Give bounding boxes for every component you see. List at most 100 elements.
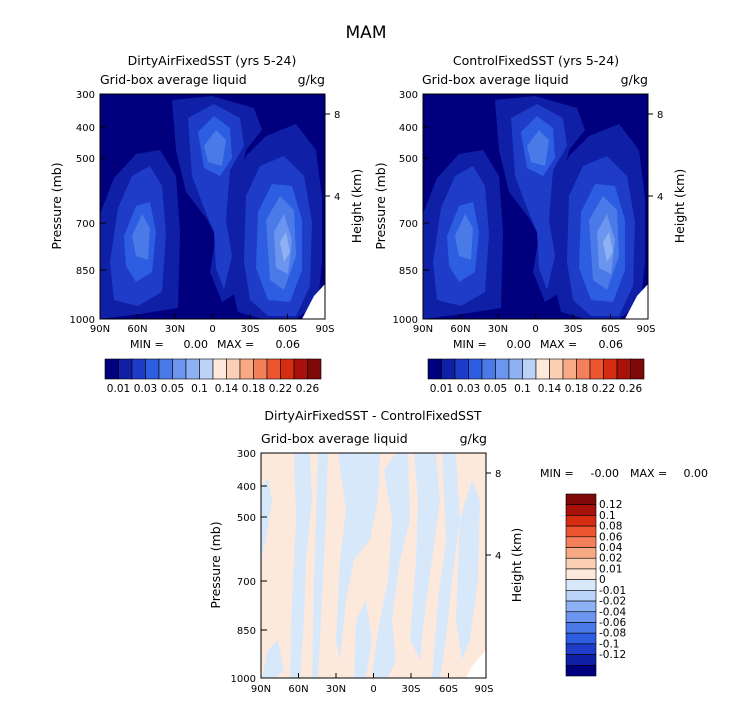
colorbar-swatch bbox=[266, 358, 281, 380]
x-tick-label: 60N bbox=[288, 684, 308, 695]
x-tick-label: 0 bbox=[209, 324, 215, 335]
colorbar-swatch bbox=[468, 358, 483, 380]
panel-variable: Grid-box average liquid bbox=[422, 72, 569, 87]
panel-title: ControlFixedSST (yrs 5-24) bbox=[453, 53, 619, 68]
colorbar-swatch bbox=[616, 358, 631, 380]
panel-units: g/kg bbox=[460, 431, 487, 446]
y-tick-label: 700 bbox=[399, 219, 418, 230]
colorbar-tick-label: -0.01 bbox=[599, 585, 626, 597]
colorbar-swatch bbox=[565, 611, 597, 623]
colorbar-tick-label: 0.12 bbox=[599, 499, 622, 511]
colorbar-tick-label: -0.06 bbox=[599, 617, 626, 629]
y2-axis: 8 4 Height (km) bbox=[648, 110, 687, 243]
colorbar-swatch bbox=[565, 643, 597, 655]
max-value: 0.06 bbox=[276, 338, 301, 351]
min-max-readout: MIN = 0.00 MAX = 0.06 bbox=[453, 338, 623, 351]
colorbar-tick-label: 0.06 bbox=[599, 531, 623, 543]
colorbar-swatch bbox=[293, 358, 308, 380]
colorbar-swatch bbox=[226, 358, 241, 380]
panel-variable: Grid-box average liquid bbox=[261, 431, 408, 446]
y-axis: Pressure (mb) 300 400 500 700 850 1000 bbox=[373, 90, 429, 326]
colorbar-swatch bbox=[535, 358, 550, 380]
colorbar-swatch bbox=[565, 654, 597, 666]
x-tick-label: 30S bbox=[240, 324, 259, 335]
colorbar-tick-label: 0.02 bbox=[599, 553, 622, 565]
colorbar-swatch bbox=[185, 358, 200, 380]
colorbar-tick-label: 0.01 bbox=[599, 563, 622, 575]
x-tick-label: 30N bbox=[326, 684, 346, 695]
x-tick-label: 60S bbox=[278, 324, 297, 335]
y2-tick-label: 8 bbox=[334, 110, 340, 121]
colorbar-swatch bbox=[576, 358, 591, 380]
colorbar-tick-label: 0.08 bbox=[599, 521, 622, 533]
y-tick-label: 850 bbox=[237, 626, 256, 637]
colorbar-swatch bbox=[603, 358, 618, 380]
colorbar-swatch bbox=[565, 536, 597, 548]
min-label: MIN = bbox=[540, 467, 574, 480]
y-tick-label: 400 bbox=[399, 123, 418, 134]
y2-axis-label: Height (km) bbox=[349, 169, 364, 243]
y-tick-label: 300 bbox=[76, 90, 95, 101]
colorbar-tick-label: -0.12 bbox=[599, 649, 626, 661]
colorbar-swatch bbox=[565, 504, 597, 516]
colorbar-swatch bbox=[145, 358, 160, 380]
y-tick-label: 700 bbox=[76, 219, 95, 230]
colorbar-tick-label: -0.1 bbox=[599, 638, 620, 650]
max-label: MAX = bbox=[217, 338, 254, 351]
y-tick-label: 1000 bbox=[70, 315, 95, 326]
y-tick-label: 400 bbox=[237, 482, 256, 493]
colorbar-tick-label: 0.18 bbox=[242, 383, 265, 395]
colorbar-tick-label: 0 bbox=[599, 574, 606, 586]
min-value: 0.00 bbox=[184, 338, 209, 351]
colorbar-swatch bbox=[158, 358, 173, 380]
x-tick-label: 90N bbox=[413, 324, 433, 335]
colorbar-swatch bbox=[508, 358, 523, 380]
colorbar-swatch bbox=[454, 358, 469, 380]
x-tick-label: 60S bbox=[439, 684, 458, 695]
y-tick-label: 500 bbox=[237, 513, 256, 524]
colorbar-swatch bbox=[131, 358, 146, 380]
colorbar-swatch bbox=[104, 358, 119, 380]
y-axis: Pressure (mb) 300 400 500 700 850 1000 bbox=[49, 90, 106, 326]
colorbar-swatch bbox=[239, 358, 254, 380]
min-value: -0.00 bbox=[591, 467, 619, 480]
y-tick-label: 400 bbox=[76, 123, 95, 134]
colorbar-swatch bbox=[522, 358, 537, 380]
max-value: 0.00 bbox=[684, 467, 709, 480]
contour-field bbox=[261, 453, 486, 678]
colorbar-tick-label: 0.03 bbox=[134, 383, 157, 395]
x-axis: 90N 60N 30N 0 30S 60S 90S bbox=[251, 673, 494, 695]
colorbar-swatch bbox=[565, 525, 597, 538]
colorbar-swatch bbox=[589, 358, 604, 380]
colorbar-swatch bbox=[441, 358, 456, 380]
colorbar: 0.01 0.03 0.05 0.1 0.14 0.18 0.22 0.26 bbox=[427, 358, 645, 395]
max-label: MAX = bbox=[630, 467, 667, 480]
colorbar-swatch bbox=[565, 632, 597, 645]
colorbar: 0.01 0.03 0.05 0.1 0.14 0.18 0.22 0.26 bbox=[104, 358, 322, 395]
y-tick-label: 300 bbox=[399, 90, 418, 101]
y2-tick-label: 4 bbox=[334, 192, 340, 203]
x-tick-label: 30S bbox=[401, 684, 420, 695]
min-max-readout: MIN = -0.00 MAX = 0.00 bbox=[540, 467, 708, 480]
max-label: MAX = bbox=[540, 338, 577, 351]
colorbar-swatch bbox=[562, 358, 577, 380]
colorbar-tick-label: 0.26 bbox=[619, 383, 643, 395]
colorbar-tick-label: 0.1 bbox=[514, 383, 531, 395]
x-tick-label: 30N bbox=[165, 324, 185, 335]
colorbar-swatch bbox=[565, 568, 597, 580]
y2-axis-label: Height (km) bbox=[509, 528, 524, 602]
colorbar-tick-label: 0.1 bbox=[191, 383, 208, 395]
colorbar-swatch bbox=[565, 590, 597, 602]
x-tick-label: 30N bbox=[488, 324, 508, 335]
y-axis: Pressure (mb) 300 400 500 700 850 1000 bbox=[208, 449, 267, 685]
min-label: MIN = bbox=[130, 338, 164, 351]
x-tick-label: 60N bbox=[127, 324, 147, 335]
colorbar-swatch bbox=[565, 493, 597, 506]
x-tick-label: 90S bbox=[474, 684, 493, 695]
colorbar-swatch bbox=[118, 358, 133, 380]
y2-axis: 8 4 Height (km) bbox=[486, 469, 524, 602]
colorbar-swatch bbox=[565, 547, 597, 559]
min-value: 0.00 bbox=[507, 338, 532, 351]
colorbar-tick-label: 0.14 bbox=[538, 383, 562, 395]
